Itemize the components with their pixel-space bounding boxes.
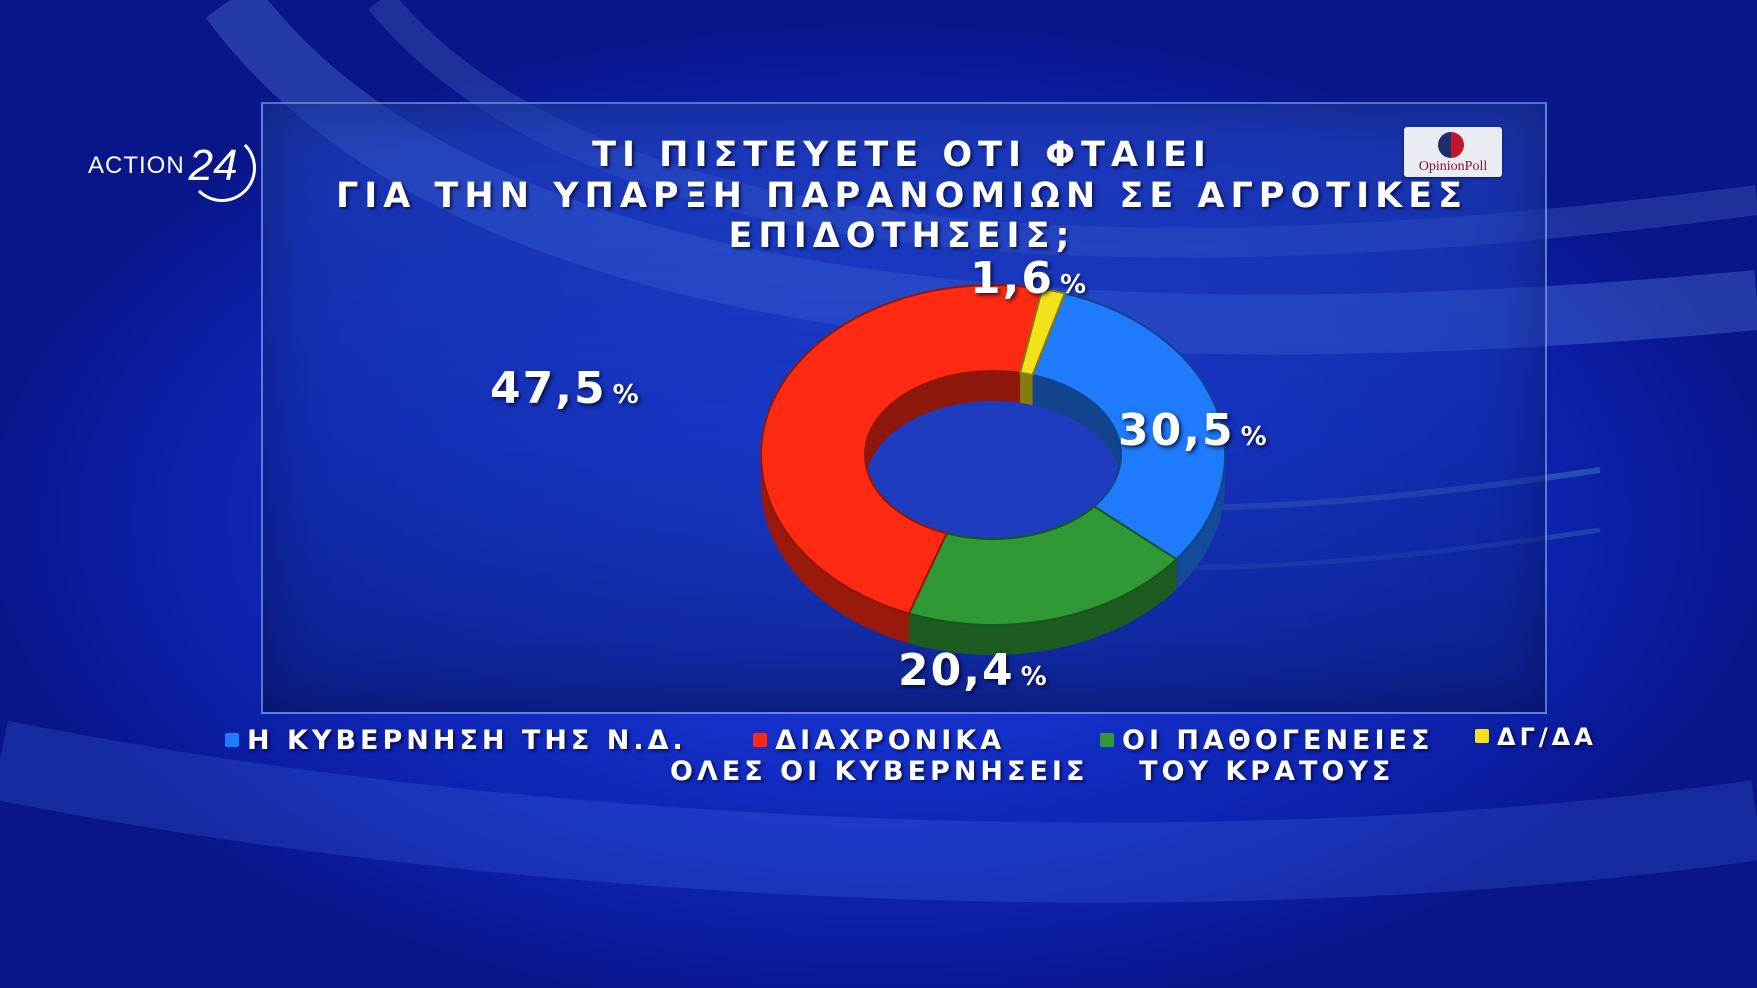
channel-logo-word: ACTION xyxy=(88,152,185,179)
channel-logo-ring-icon xyxy=(188,134,256,202)
donut-inner-wall-0 xyxy=(1032,375,1121,485)
legend-item-3: ΔΓ/ΔΑ xyxy=(1475,723,1597,751)
channel-logo: ACTION 24 xyxy=(88,130,256,202)
value-number: 20,4 xyxy=(898,645,1015,696)
value-number: 47,5 xyxy=(490,363,607,414)
value-number: 30,5 xyxy=(1118,405,1235,456)
legend-swatch xyxy=(1100,733,1114,747)
value-unit: % xyxy=(1020,662,1049,692)
chart-subtitle: ΓΙΑ ΤΗΝ ΥΠΑΡΞΗ ΠΑΡΑΝΟΜΙΩΝ ΣΕ ΑΓΡΟΤΙΚΕΣ Ε… xyxy=(335,176,1469,256)
donut-side-1 xyxy=(908,559,1177,655)
pollster-logo: OpinionPoll xyxy=(1404,127,1502,177)
donut-slice-0 xyxy=(1031,292,1226,561)
legend-label-line: ΔΓ/ΔΑ xyxy=(1475,723,1597,751)
pollster-logo-icon xyxy=(1438,132,1464,158)
value-label-2: 47,5% xyxy=(490,363,641,414)
value-unit: % xyxy=(1059,270,1089,300)
donut-inner-wall-3 xyxy=(1020,372,1033,406)
legend-item-1: ΔΙΑΧΡΟΝΙΚΑ ΟΛΕΣ ΟΙ ΚΥΒΕΡΝΗΣΕΙΣ xyxy=(670,725,1088,787)
pollster-name: OpinionPoll xyxy=(1418,159,1488,174)
legend-swatch xyxy=(225,733,239,747)
value-unit: % xyxy=(1240,422,1269,452)
value-label-0: 30,5% xyxy=(1118,405,1269,456)
legend-label-line: ΟΙ ΠΑΘΟΓΕΝΕΙΕΣ xyxy=(1100,725,1433,756)
legend-item-0: Η ΚΥΒΕΡΝΗΣΗ ΤΗΣ Ν.Δ. xyxy=(225,725,687,756)
legend-label-line: ΤΟΥ ΚΡΑΤΟΥΣ xyxy=(1139,756,1395,787)
donut-hole xyxy=(865,371,1121,539)
donut-slice-2 xyxy=(759,283,1044,615)
donut-inner-wall-2 xyxy=(865,371,1021,485)
legend-swatch xyxy=(753,733,768,747)
legend-label-line: ΔΙΑΧΡΟΝΙΚΑ xyxy=(753,725,1005,756)
donut-side-0 xyxy=(1176,455,1225,590)
legend-label-line: Η ΚΥΒΕΡΝΗΣΗ ΤΗΣ Ν.Δ. xyxy=(225,725,687,756)
value-number: 1,6 xyxy=(970,253,1054,304)
chart-title: ΤΙ ΠΙΣΤΕΥΕΤΕ ΟΤΙ ΦΤΑΙΕΙ xyxy=(592,135,1212,175)
value-unit: % xyxy=(612,380,641,410)
donut-slice-3 xyxy=(1018,287,1067,377)
legend-item-2: ΟΙ ΠΑΘΟΓΕΝΕΙΕΣ ΤΟΥ ΚΡΑΤΟΥΣ xyxy=(1100,725,1433,787)
value-label-1: 20,4% xyxy=(898,645,1049,696)
legend-swatch xyxy=(1475,729,1489,743)
legend-label-line: ΟΛΕΣ ΟΙ ΚΥΒΕΡΝΗΣΕΙΣ xyxy=(670,756,1089,787)
donut-side-2 xyxy=(761,455,909,644)
value-label-3: 1,6% xyxy=(970,253,1088,304)
donut-slice-1 xyxy=(907,505,1178,626)
